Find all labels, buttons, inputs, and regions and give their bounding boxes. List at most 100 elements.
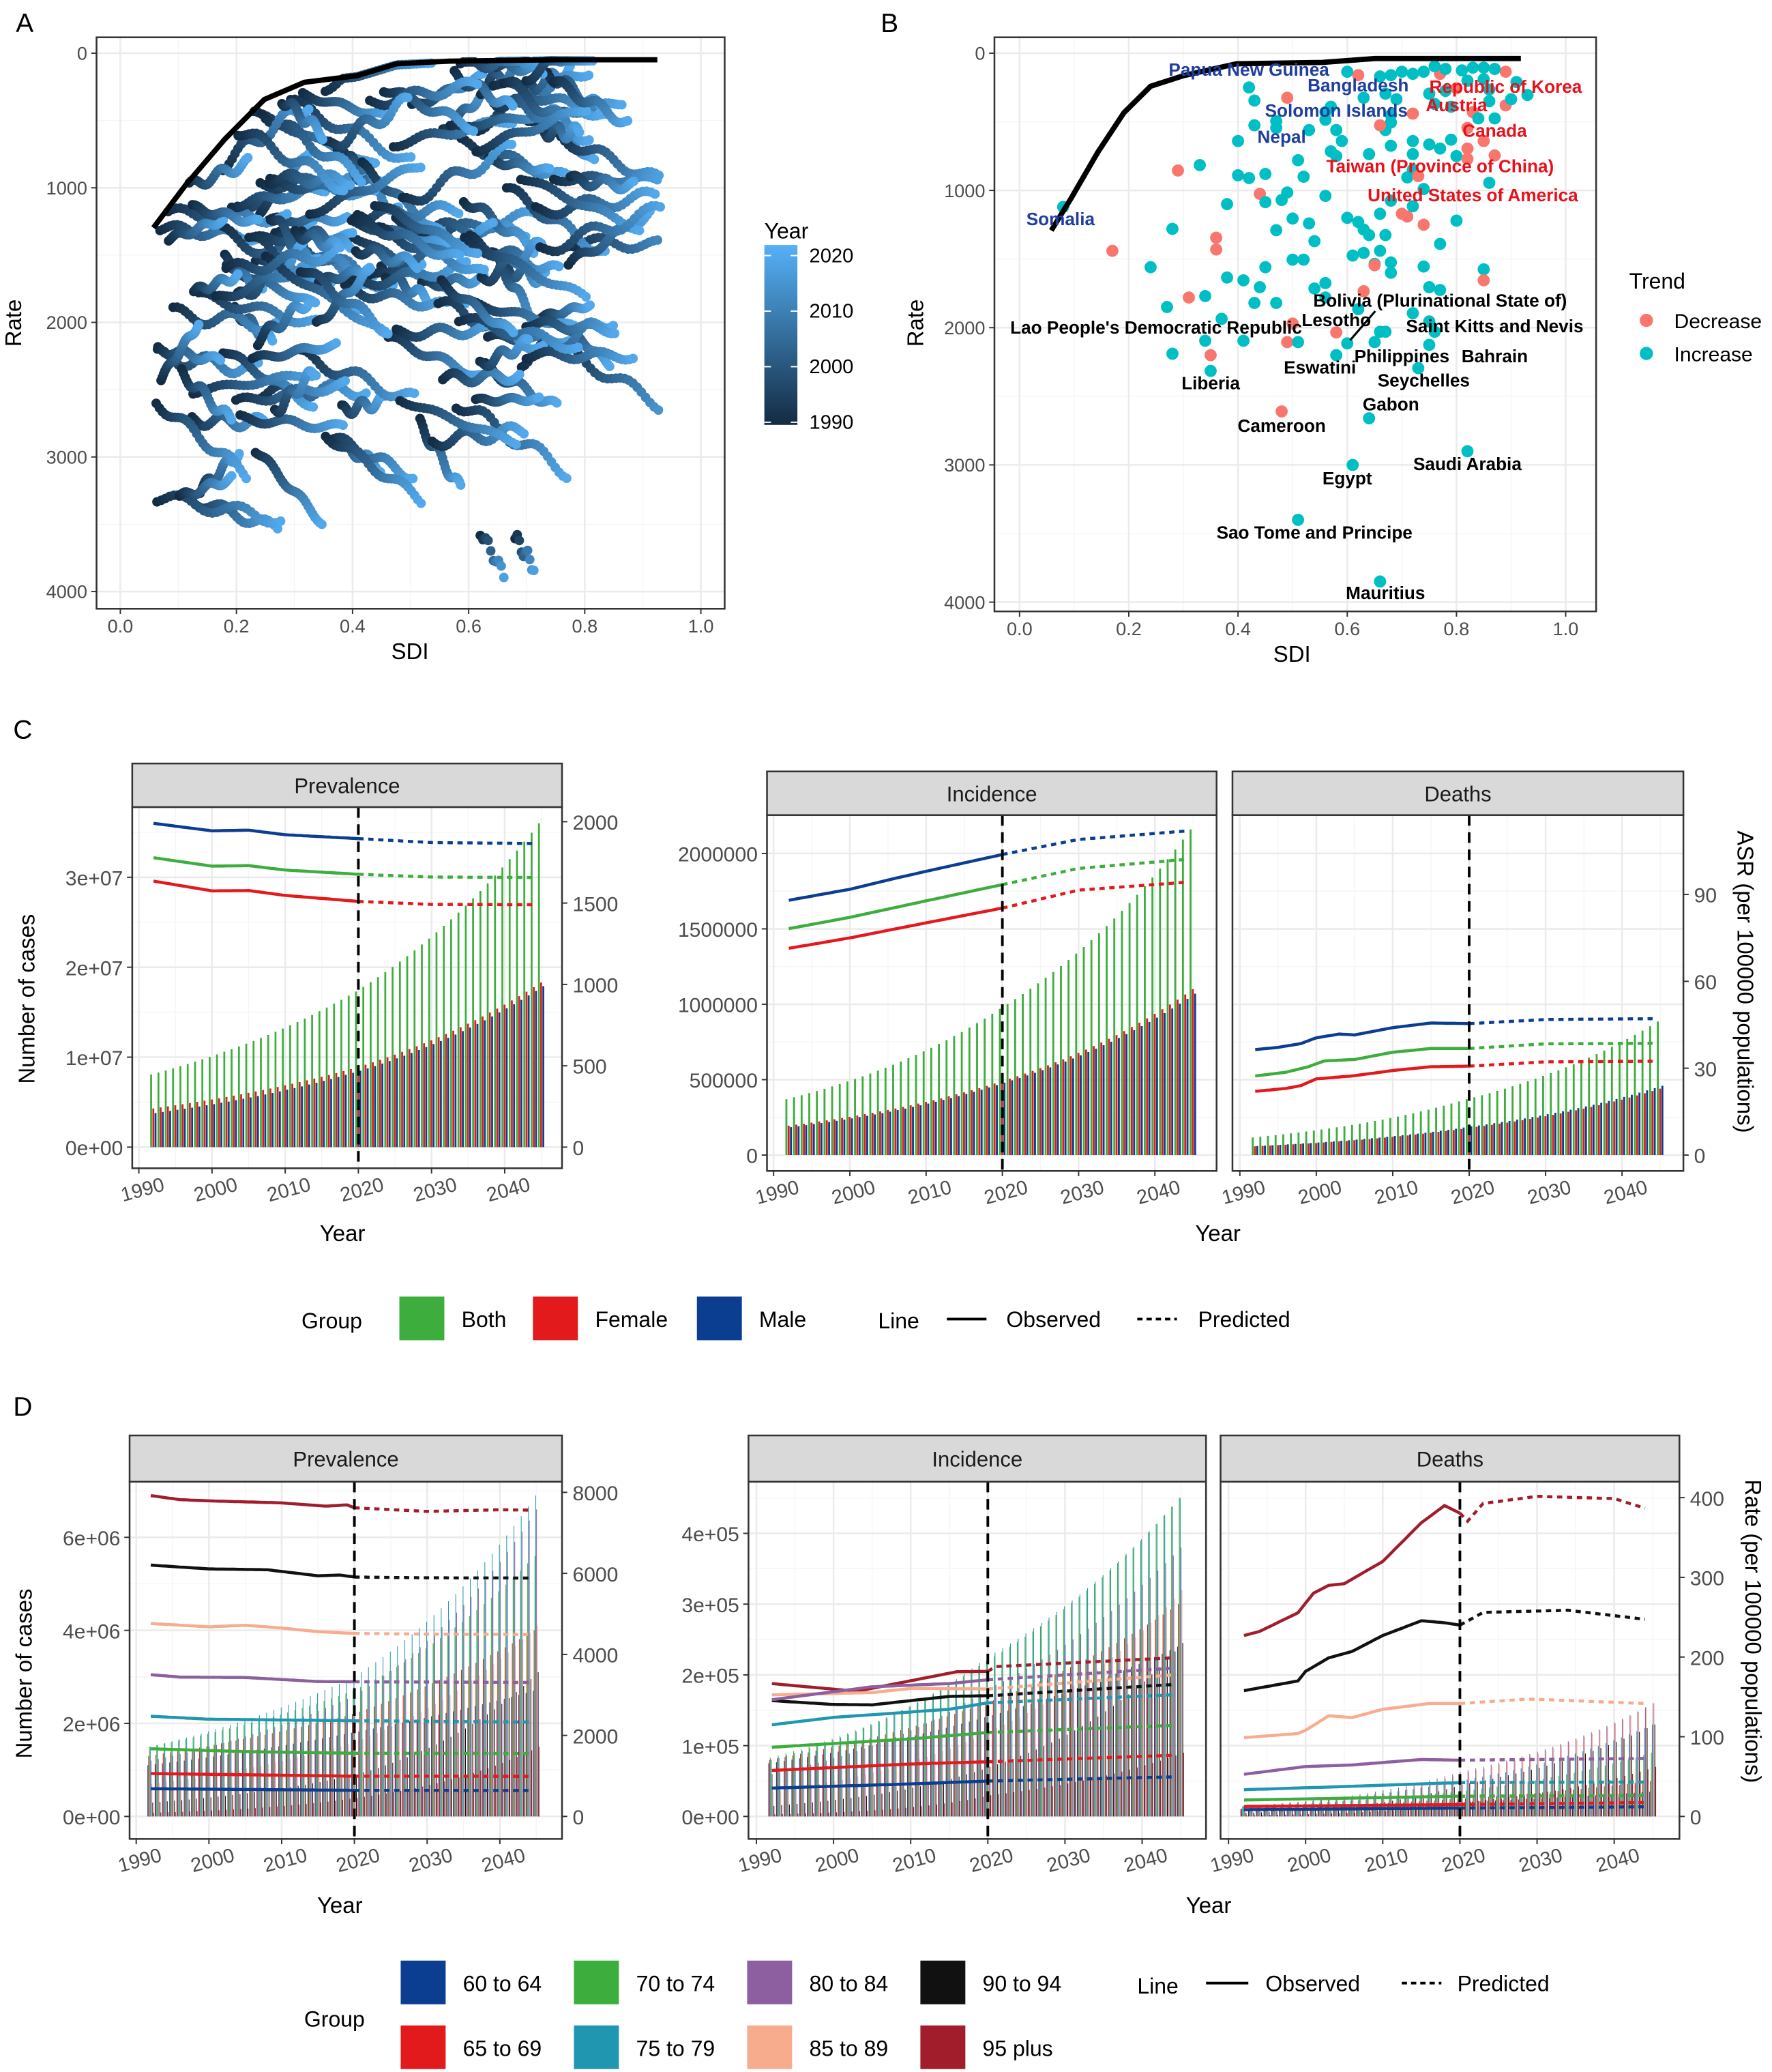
data-point <box>628 353 638 364</box>
bar-Both <box>435 932 438 1148</box>
bar-Female <box>327 1075 330 1148</box>
data-point <box>241 473 251 484</box>
data-point <box>525 555 535 565</box>
legend-increase-swatch <box>1640 347 1653 360</box>
bar-Male <box>183 1109 186 1148</box>
data-point <box>623 116 633 126</box>
data-point <box>634 225 645 235</box>
bar-Male <box>476 1023 479 1148</box>
bar-Both <box>413 950 416 1148</box>
bar-Both <box>252 1040 255 1148</box>
point-increase <box>1374 207 1387 220</box>
bar-Female <box>401 1051 403 1148</box>
point-increase <box>1319 190 1332 203</box>
bar-Both <box>157 1073 160 1148</box>
bar-Both <box>267 1034 269 1148</box>
point-increase <box>1259 168 1272 180</box>
x-axis-title: SDI <box>392 639 429 664</box>
data-point <box>499 572 509 583</box>
data-point <box>508 327 518 338</box>
bar-Female <box>496 1008 499 1148</box>
point-increase <box>1270 297 1283 309</box>
bar-Male <box>323 1081 325 1148</box>
point-increase <box>1379 229 1392 242</box>
data-point <box>383 329 393 339</box>
point-increase <box>1445 133 1458 146</box>
x-tick-label: 0.0 <box>108 615 134 637</box>
data-point <box>456 480 466 490</box>
data-point <box>282 209 292 219</box>
data-point <box>243 153 253 163</box>
point-decrease <box>1172 164 1185 177</box>
data-point <box>585 300 595 310</box>
bar-Female <box>269 1088 271 1148</box>
bar-Female <box>306 1080 308 1148</box>
data-point <box>469 126 479 136</box>
point-increase <box>1237 274 1250 287</box>
bar-Female <box>321 1077 323 1148</box>
data-point <box>253 214 263 224</box>
point-decrease <box>1401 210 1414 223</box>
bar-Female <box>152 1108 155 1148</box>
data-point <box>629 176 639 186</box>
x-tick-label: 2030 <box>411 1174 460 1207</box>
bar-Male <box>235 1100 237 1148</box>
bar-Male <box>374 1066 376 1148</box>
country-label: Bolivia (Plurinational State of) <box>1313 291 1567 311</box>
bar-Both <box>245 1043 248 1148</box>
data-point <box>514 369 525 379</box>
country-label: Austria <box>1426 95 1488 115</box>
data-point <box>194 319 204 330</box>
bar-Female <box>335 1073 338 1148</box>
data-point <box>338 420 348 431</box>
bar-Female <box>284 1085 286 1148</box>
data-point <box>226 471 237 481</box>
data-point <box>318 134 328 145</box>
data-point <box>304 104 314 115</box>
country-label: Bangladesh <box>1308 75 1408 96</box>
point-increase <box>1417 65 1430 78</box>
y-axis-title: Rate <box>902 300 928 347</box>
data-point <box>574 127 585 137</box>
data-point <box>361 388 371 398</box>
bar-Female <box>211 1099 213 1148</box>
point-increase <box>1346 249 1359 262</box>
point-increase <box>1303 217 1316 230</box>
colorbar-label: 2010 <box>810 301 854 323</box>
x-tick-label: 0.2 <box>1116 618 1142 639</box>
bar-Female <box>430 1040 432 1148</box>
point-decrease <box>1210 231 1223 244</box>
y-axis-title: Rate <box>1 300 26 347</box>
point-increase <box>1434 237 1447 250</box>
data-point <box>416 498 426 508</box>
data-point <box>486 546 496 556</box>
bar-Both <box>450 919 452 1148</box>
bar-Both <box>231 1049 233 1148</box>
bar-Both <box>282 1028 284 1148</box>
country-label: Lesotho <box>1301 310 1371 330</box>
country-label: Cameroon <box>1237 415 1325 436</box>
country-label: Saudi Arabia <box>1413 454 1522 474</box>
bar-Male <box>469 1027 471 1148</box>
point-increase <box>1243 172 1256 184</box>
bar-Female <box>225 1096 228 1148</box>
bar-Female <box>276 1087 279 1148</box>
bar-Female <box>233 1095 235 1148</box>
data-point <box>552 398 562 408</box>
data-point <box>226 415 237 425</box>
point-increase <box>1166 222 1179 235</box>
bar-Female <box>189 1103 191 1148</box>
bar-Male <box>366 1068 369 1148</box>
bar-Male <box>462 1031 464 1148</box>
bar-Male <box>388 1061 391 1148</box>
colorbar <box>764 245 798 425</box>
data-point <box>331 338 341 348</box>
data-point <box>338 186 349 196</box>
data-point <box>412 263 422 274</box>
point-decrease <box>1406 107 1419 120</box>
bar-Male <box>198 1106 201 1148</box>
country-label: Philippines <box>1355 346 1450 366</box>
country-label: Eswatini <box>1284 357 1356 377</box>
y-tick-label: 4000 <box>46 581 87 602</box>
